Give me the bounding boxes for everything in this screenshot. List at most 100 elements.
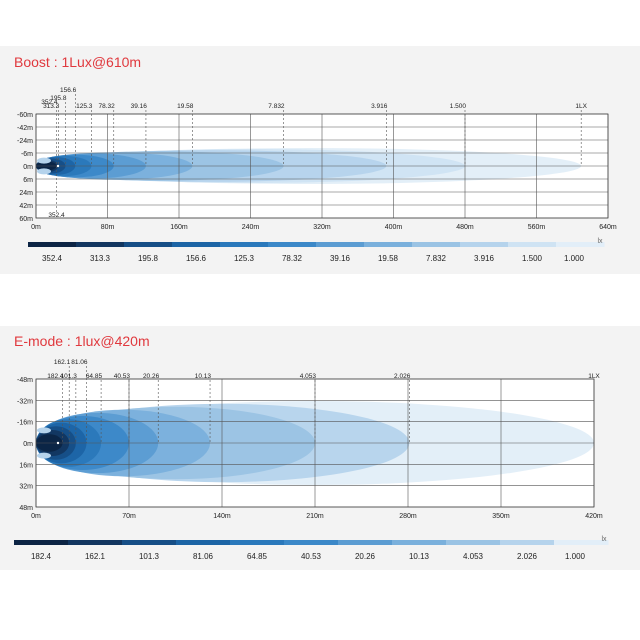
- legend-swatch: [122, 540, 177, 545]
- legend-value: 352.4: [42, 254, 63, 263]
- lamp-origin: [56, 441, 60, 445]
- contour-label: 20.26: [143, 373, 160, 380]
- contour-label: 1LX: [588, 373, 600, 380]
- contour-label: 81.06: [71, 359, 88, 366]
- legend-swatch: [338, 540, 393, 545]
- x-tick-label: 480m: [456, 224, 474, 231]
- legend-swatch: [76, 242, 125, 247]
- contour-label: 125.3: [76, 103, 93, 110]
- legend-swatch: [508, 242, 557, 247]
- legend-swatch: [14, 540, 69, 545]
- boost-title: Boost : 1Lux@610m: [14, 54, 142, 70]
- y-tick-label: 0m: [23, 164, 33, 171]
- contour-label: 3.916: [371, 103, 388, 110]
- x-tick-label: 400m: [385, 224, 403, 231]
- legend-swatch: [28, 242, 77, 247]
- legend-value: 195.8: [138, 254, 159, 263]
- y-tick-label: 60m: [19, 216, 33, 223]
- legend-unit: lx: [601, 536, 607, 543]
- x-tick-label: 0m: [31, 513, 41, 520]
- contour-label: 19.58: [177, 103, 194, 110]
- spill-spot: [37, 157, 51, 164]
- legend-value: 7.832: [426, 254, 447, 263]
- x-tick-label: 280m: [399, 513, 417, 520]
- legend-swatch: [446, 540, 501, 545]
- y-tick-label: -48m: [17, 377, 33, 384]
- legend-unit: lx: [597, 238, 603, 245]
- legend-swatch: [392, 540, 447, 545]
- legend-swatch: [316, 242, 365, 247]
- legend-swatch: [284, 540, 339, 545]
- legend-swatch: [124, 242, 173, 247]
- y-tick-label: 16m: [19, 462, 33, 469]
- legend-value: 313.3: [90, 254, 111, 263]
- y-tick-label: 32m: [19, 484, 33, 491]
- x-tick-label: 320m: [313, 224, 331, 231]
- y-tick-label: -6m: [21, 151, 33, 158]
- x-tick-label: 160m: [170, 224, 188, 231]
- legend-value: 39.16: [330, 254, 351, 263]
- x-tick-label: 0m: [31, 224, 41, 231]
- spill-spot: [37, 168, 51, 175]
- x-tick-label: 80m: [101, 224, 115, 231]
- contour-label: 1.500: [450, 103, 467, 110]
- y-tick-label: -16m: [17, 420, 33, 427]
- legend-value: 1.500: [522, 254, 543, 263]
- y-tick-label: 48m: [19, 505, 33, 512]
- contour-label: 64.85: [86, 373, 103, 380]
- contour-label: 162.1: [54, 359, 71, 366]
- spill-spot: [37, 427, 51, 434]
- contour-label: 7.832: [268, 103, 285, 110]
- contour-label: 156.6: [60, 87, 77, 94]
- emode-title: E-mode : 1lux@420m: [14, 333, 150, 349]
- contour-label: 101.3: [61, 373, 78, 380]
- legend-swatch: [230, 540, 285, 545]
- y-tick-label: -32m: [17, 398, 33, 405]
- legend-swatch: [220, 242, 269, 247]
- legend-value: 64.85: [247, 552, 268, 561]
- emode-panel: E-mode : 1lux@420m -48m -32m -16m 0m 16m 32m 4…: [0, 326, 640, 570]
- legend-value: 78.32: [282, 254, 303, 263]
- legend-swatch: [412, 242, 461, 247]
- legend-swatch: [500, 540, 555, 545]
- legend-value: 81.06: [193, 552, 214, 561]
- lamp-origin: [56, 164, 60, 168]
- legend-value: 1.000: [565, 552, 586, 561]
- legend-value: 1.000: [564, 254, 585, 263]
- contour-label: 313.3: [43, 103, 60, 110]
- legend-swatch: [460, 242, 509, 247]
- legend-value: 10.13: [409, 552, 430, 561]
- legend-swatch: [268, 242, 317, 247]
- legend-value: 101.3: [139, 552, 160, 561]
- x-tick-label: 70m: [122, 513, 136, 520]
- y-tick-label: 6m: [23, 177, 33, 184]
- legend-value: 182.4: [31, 552, 52, 561]
- legend-value: 162.1: [85, 552, 106, 561]
- x-tick-label: 140m: [213, 513, 231, 520]
- plot-border: [35, 378, 595, 508]
- y-tick-label: -42m: [17, 125, 33, 132]
- contour-label: 352.4: [41, 99, 58, 106]
- y-tick-label: 42m: [19, 203, 33, 210]
- contour-label: 182.4: [47, 373, 64, 380]
- x-tick-label: 640m: [599, 224, 617, 231]
- legend-value: 20.26: [355, 552, 376, 561]
- contour-label: 39.16: [131, 103, 148, 110]
- x-tick-label: 350m: [492, 513, 510, 520]
- x-tick-label: 210m: [306, 513, 324, 520]
- boost-panel: Boost : 1Lux@610m -60m -42m -24m -6m 0m 6m 24m…: [0, 46, 640, 274]
- contour-label: 10.13: [195, 373, 212, 380]
- contour-label: 78.32: [98, 103, 115, 110]
- x-tick-label: 560m: [528, 224, 546, 231]
- legend-swatch: [68, 540, 123, 545]
- spill-spot: [37, 452, 51, 459]
- y-tick-label: 0m: [23, 441, 33, 448]
- legend-value: 40.53: [301, 552, 322, 561]
- y-tick-label: -24m: [17, 138, 33, 145]
- y-tick-label: 24m: [19, 190, 33, 197]
- x-tick-label: 420m: [585, 513, 603, 520]
- legend-value: 2.026: [517, 552, 538, 561]
- x-tick-label: 240m: [242, 224, 260, 231]
